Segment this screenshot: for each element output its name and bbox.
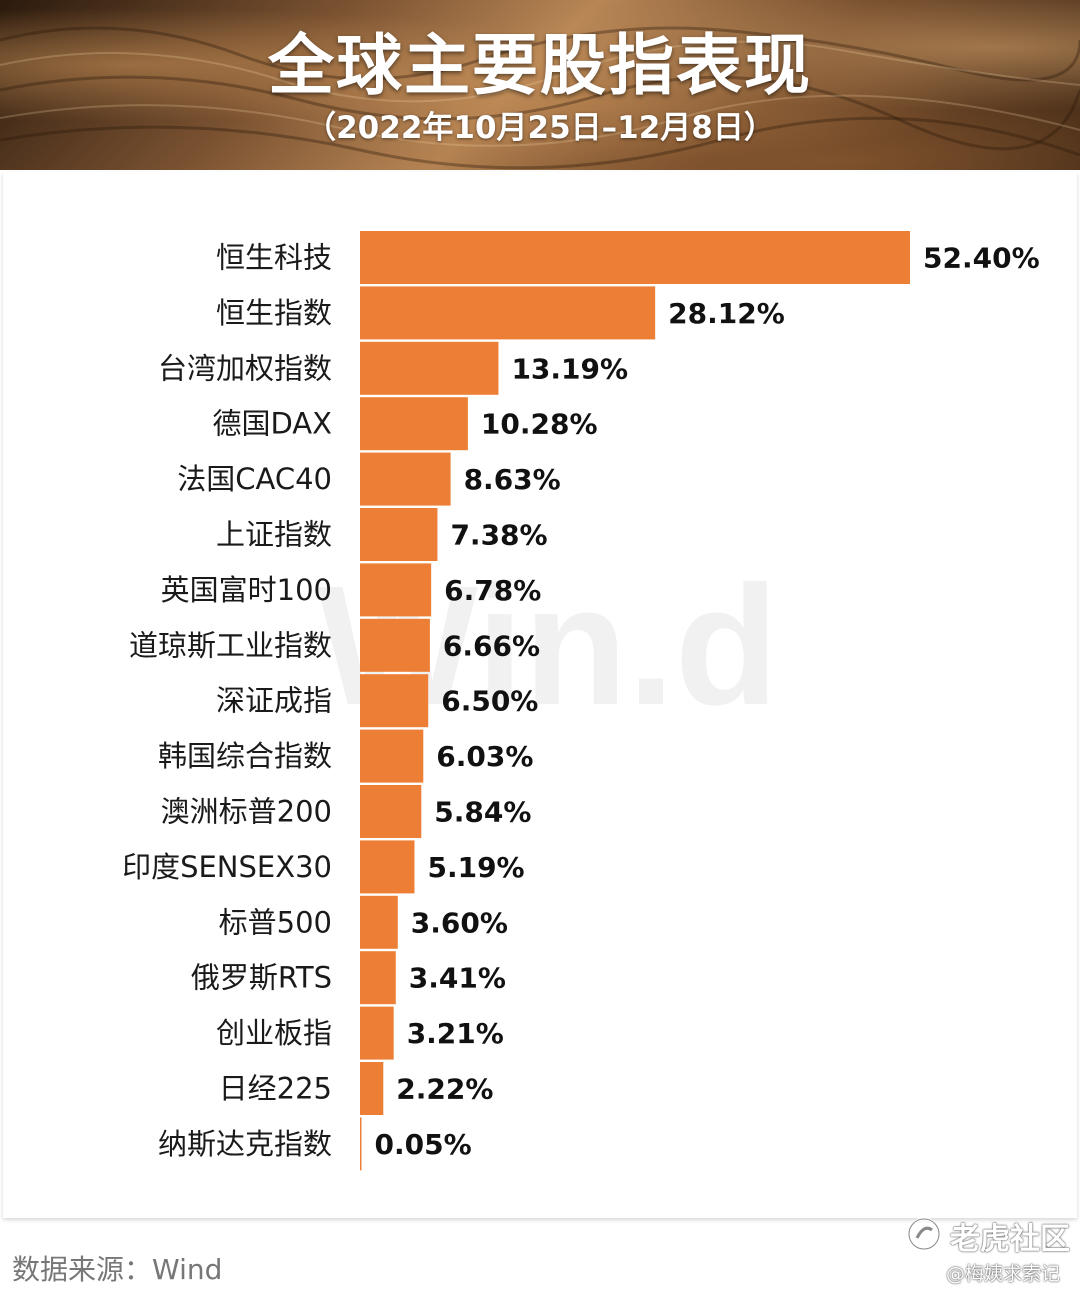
- value-label: 8.63%: [464, 463, 561, 496]
- bar: [360, 1006, 394, 1060]
- value-label: 6.78%: [444, 574, 541, 607]
- category-label: 日经225: [219, 1072, 332, 1106]
- value-label: 2.22%: [396, 1073, 493, 1106]
- bar-chart: Win.d 恒生科技 52.40%恒生指数 28.12%台湾加权指数 13.19%德国…: [122, 231, 1040, 1171]
- value-label: 5.84%: [434, 796, 531, 829]
- watermark-community: 老虎社区: [950, 1222, 1070, 1257]
- value-label: 7.38%: [450, 519, 547, 552]
- category-label: 道琼斯工业指数: [129, 628, 332, 662]
- value-label: 0.05%: [375, 1128, 472, 1161]
- bar: [360, 674, 429, 728]
- category-label: 创业板指: [216, 1016, 332, 1050]
- category-label: 纳斯达克指数: [158, 1127, 332, 1161]
- value-label: 3.60%: [411, 906, 508, 939]
- bar: [360, 341, 499, 395]
- bar: [360, 895, 398, 949]
- bar: [360, 785, 422, 838]
- texture-line: [0, 40, 1080, 103]
- tiger-logo-icon: [907, 1217, 941, 1251]
- bar: [360, 840, 415, 894]
- texture-line: [0, 116, 1080, 170]
- value-label: 6.50%: [441, 685, 538, 718]
- category-label: 韩国综合指数: [158, 739, 332, 773]
- bar: [360, 618, 430, 672]
- chart-panel: Win.d 恒生科技 52.40% 恒生指数 28.12% 台湾加权指数 13.19% 德国…: [3, 172, 1077, 1218]
- bar: [360, 452, 451, 506]
- chart-title: 全球主要股指表现: [268, 27, 812, 104]
- category-label: 深证成指: [216, 684, 332, 718]
- bar: [360, 729, 424, 783]
- texture-line: [0, 94, 1080, 147]
- category-label: 法国CAC40: [177, 462, 332, 496]
- category-label: 俄罗斯RTS: [191, 961, 332, 995]
- category-label: 澳洲标普200: [161, 795, 332, 829]
- bar: [360, 951, 396, 1005]
- bar: [360, 286, 656, 340]
- category-label: 印度SENSEX30: [122, 850, 332, 884]
- bar: [360, 1062, 384, 1115]
- value-label: 28.12%: [668, 297, 785, 330]
- source-note: 数据来源：Wind: [12, 1253, 223, 1286]
- banner-texture: [0, 26, 1080, 170]
- texture-line: [0, 75, 1080, 151]
- value-label: 6.66%: [443, 629, 540, 662]
- value-label: 13.19%: [511, 352, 628, 385]
- category-label: 标普500: [219, 905, 332, 939]
- category-label: 英国富时100: [161, 573, 332, 607]
- category-label: 恒生科技: [216, 241, 332, 275]
- bar: [360, 397, 468, 451]
- bars-layer: [360, 231, 910, 1171]
- bar: [360, 1117, 362, 1171]
- header-banner: 全球主要股指表现 （2022年10月25日–12月8日）: [0, 0, 1080, 170]
- watermark-author: @梅姨求索记: [946, 1263, 1061, 1285]
- category-label: 德国DAX: [212, 407, 332, 441]
- category-label: 恒生指数: [216, 296, 332, 330]
- value-label: 3.21%: [407, 1017, 504, 1050]
- bar: [360, 508, 438, 561]
- chart-subtitle: （2022年10月25日–12月8日）: [305, 110, 775, 146]
- value-label: 6.03%: [436, 740, 533, 773]
- value-label: 10.28%: [481, 408, 598, 441]
- labels-layer: 恒生科技 52.40% 恒生指数 28.12% 台湾加权指数 13.19% 德国DAX 10.…: [122, 241, 1040, 1161]
- category-label: 台湾加权指数: [158, 351, 332, 385]
- texture-line: [0, 26, 1080, 82]
- value-label: 52.40%: [923, 242, 1040, 275]
- bar: [360, 231, 910, 284]
- value-label: 5.19%: [427, 851, 524, 884]
- category-label: 上证指数: [216, 518, 332, 552]
- bar: [360, 563, 432, 617]
- value-label: 3.41%: [409, 962, 506, 995]
